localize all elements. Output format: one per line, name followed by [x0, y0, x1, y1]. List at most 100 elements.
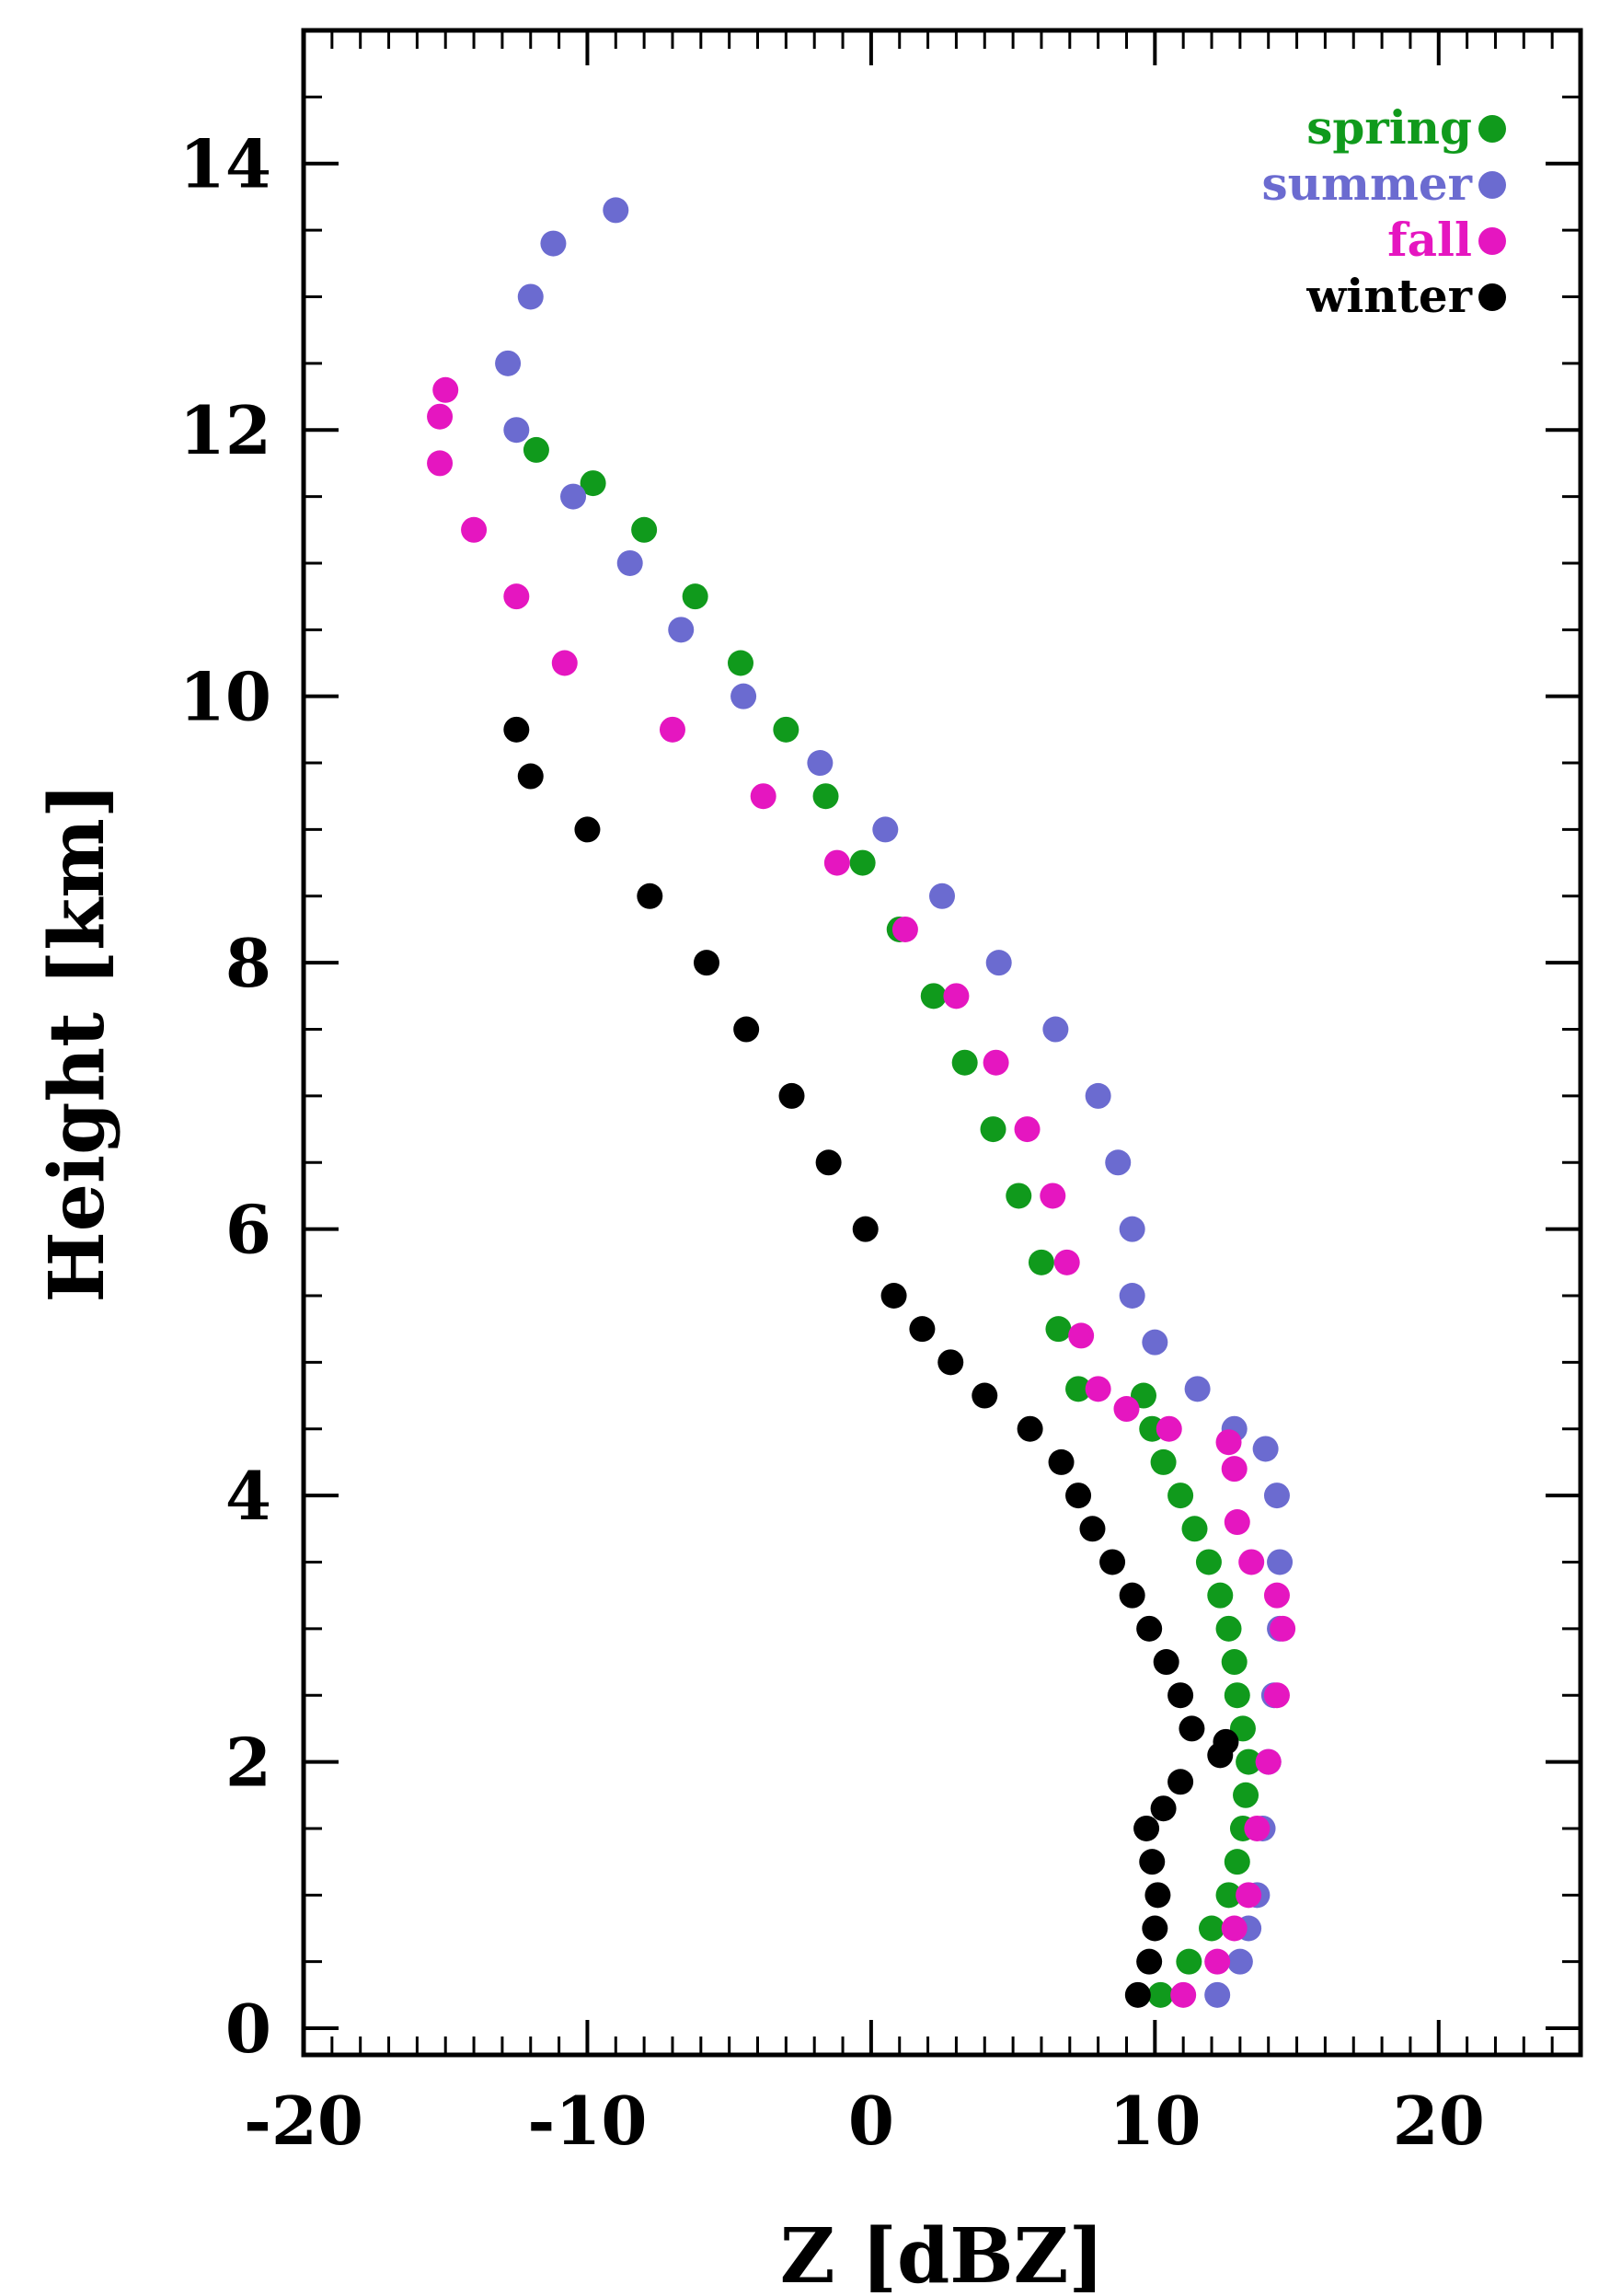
data-point [1226, 1948, 1253, 1975]
x-tick-label: -10 [527, 2082, 647, 2160]
y-tick-label: 8 [225, 924, 271, 1002]
data-point [1042, 1016, 1069, 1043]
data-point [427, 450, 454, 477]
data-point [1204, 1981, 1231, 2008]
data-point [540, 230, 567, 257]
x-tick-label: 0 [848, 2082, 894, 2160]
data-point [1142, 1915, 1168, 1942]
data-point [1215, 1882, 1242, 1909]
data-point [1167, 1769, 1194, 1795]
y-tick-label: 0 [225, 1990, 271, 2068]
data-point [1233, 1782, 1259, 1808]
data-point [682, 583, 708, 610]
data-point [1028, 1249, 1054, 1275]
data-point [432, 376, 459, 403]
data-point [1167, 1682, 1194, 1709]
data-point [1136, 1948, 1163, 1975]
data-point [849, 849, 876, 876]
data-point [461, 516, 488, 543]
data-point [503, 417, 530, 444]
legend-label-winter: winter [1305, 269, 1472, 323]
legend-marker-spring [1478, 115, 1506, 143]
data-point [1224, 1849, 1250, 1875]
data-point [1263, 1483, 1290, 1509]
data-point [1119, 1582, 1145, 1609]
data-point [980, 1116, 1006, 1143]
data-point [1224, 1509, 1250, 1536]
data-point [1142, 1329, 1168, 1356]
data-point [574, 816, 601, 843]
data-point [1040, 1183, 1066, 1209]
data-point [1065, 1376, 1092, 1402]
data-point [603, 197, 629, 224]
data-point [1215, 1429, 1242, 1456]
data-point [1215, 1615, 1242, 1642]
data-point [937, 1349, 964, 1376]
data-points [427, 197, 1296, 2008]
data-point [880, 1283, 907, 1309]
series-summer [495, 197, 1294, 2008]
axis-ticks [302, 29, 1582, 2055]
data-point [503, 583, 530, 610]
data-point [1195, 1549, 1222, 1575]
data-point [951, 1049, 978, 1076]
data-point [1144, 1882, 1171, 1909]
data-point [1221, 1456, 1248, 1483]
data-point [631, 516, 658, 543]
data-point [1170, 1981, 1197, 2008]
data-point [983, 1049, 1009, 1076]
data-point [580, 470, 606, 497]
data-point [1199, 1915, 1225, 1942]
legend-label-fall: fall [1387, 213, 1472, 267]
data-point [517, 763, 544, 790]
data-point [659, 716, 685, 743]
data-point [517, 283, 544, 310]
legend-marker-fall [1478, 227, 1506, 255]
data-point [909, 1316, 936, 1343]
data-point [1244, 1815, 1271, 1841]
data-point [1213, 1728, 1239, 1755]
data-point [1113, 1396, 1140, 1423]
data-point [1150, 1448, 1177, 1475]
data-point [1181, 1516, 1208, 1542]
data-point [1017, 1415, 1043, 1442]
y-axis-title: Height [km] [33, 782, 121, 1302]
data-point [503, 716, 530, 743]
data-point [1153, 1649, 1179, 1676]
series-winter [503, 716, 1239, 2008]
data-point [1065, 1483, 1092, 1509]
data-point [1270, 1615, 1296, 1642]
plot-frame [301, 28, 1583, 2058]
data-point [1252, 1436, 1279, 1462]
data-point [495, 350, 522, 376]
data-point [1124, 1981, 1151, 2008]
x-tick-label: 20 [1393, 2082, 1485, 2160]
data-point [1139, 1849, 1166, 1875]
data-point [929, 883, 955, 909]
legend-marker-summer [1478, 171, 1506, 199]
data-point [852, 1216, 879, 1242]
x-tick-label: -20 [244, 2082, 363, 2160]
data-point [1085, 1376, 1111, 1402]
data-point [1133, 1815, 1160, 1841]
data-point [728, 650, 754, 676]
data-point [668, 617, 695, 643]
y-tick-label: 6 [225, 1191, 271, 1269]
data-point [807, 750, 834, 777]
data-point [750, 783, 776, 810]
data-point [637, 883, 663, 909]
y-tick-label: 14 [179, 125, 271, 203]
legend-label-spring: spring [1306, 100, 1472, 155]
data-point [1119, 1283, 1145, 1309]
series-spring [523, 436, 1262, 2008]
y-tick-label: 10 [179, 658, 271, 736]
data-point [1204, 1948, 1231, 1975]
data-point [920, 983, 947, 1010]
data-point [823, 849, 850, 876]
data-point [778, 1082, 805, 1109]
data-point [1085, 1082, 1111, 1109]
data-point [1184, 1376, 1211, 1402]
data-point [1136, 1615, 1163, 1642]
series-fall [427, 376, 1296, 2008]
